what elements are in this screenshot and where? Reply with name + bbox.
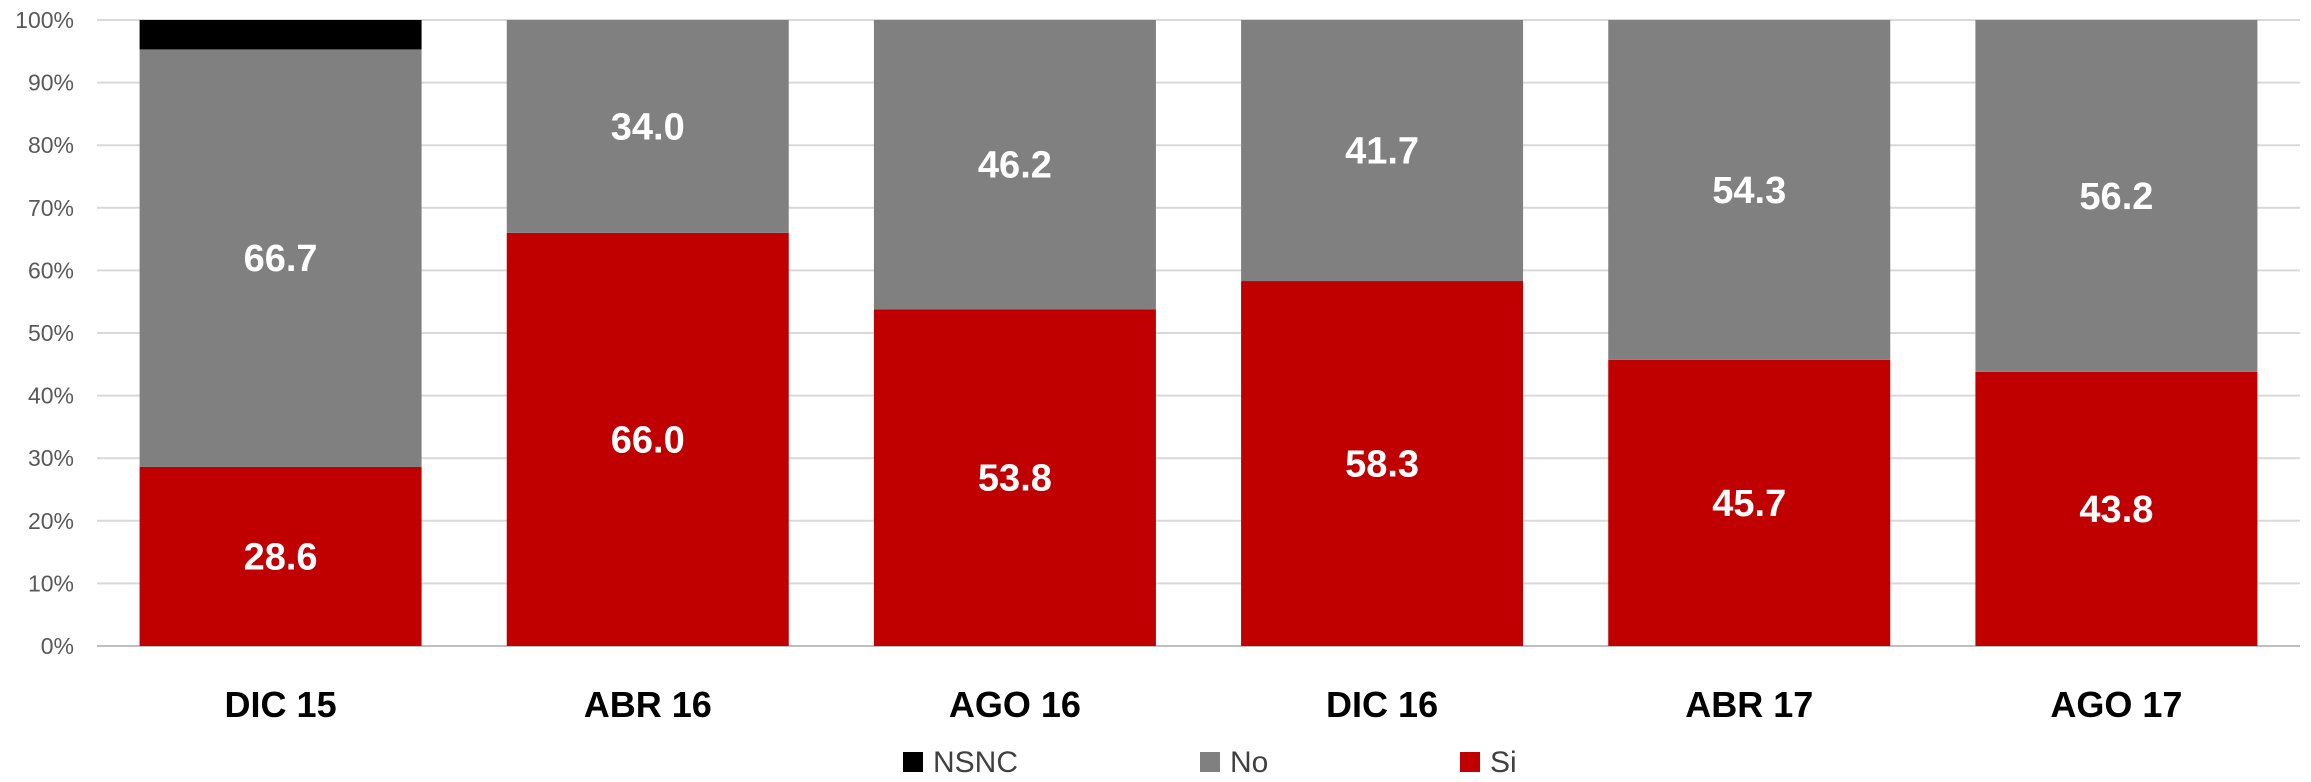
legend-label-no: No: [1230, 746, 1268, 777]
y-axis-ticks: 0% 10% 20% 30% 40% 50% 60% 70% 80% 90% 100%: [15, 7, 74, 659]
data-label: 34.0: [611, 106, 685, 148]
bar-segment-si: [1241, 281, 1524, 646]
y-tick-label: 100%: [15, 7, 74, 33]
legend-label-nsnc: NSNC: [933, 746, 1018, 777]
y-tick-label: 90%: [28, 70, 74, 96]
y-tick-label: 0%: [41, 633, 74, 659]
x-category-label: AGO 17: [2050, 684, 2182, 725]
y-tick-label: 30%: [28, 445, 74, 471]
data-label: 58.3: [1345, 444, 1419, 486]
data-label: 53.8: [978, 458, 1052, 500]
bars: [139, 20, 2258, 646]
bar-segment-no: [1975, 20, 2258, 372]
legend-swatch-nsnc: [903, 752, 923, 772]
bar-segment-nsnc: [139, 20, 422, 50]
bar-segment-no: [873, 20, 1156, 310]
legend-swatch-no: [1200, 752, 1220, 772]
data-label: 46.2: [978, 145, 1052, 187]
y-tick-label: 80%: [28, 132, 74, 158]
data-label: 66.0: [611, 419, 685, 461]
x-axis-categories: DIC 15 ABR 16 AGO 16 DIC 16 ABR 17 AGO 17: [225, 684, 2183, 725]
x-category-label: DIC 16: [1326, 684, 1438, 725]
bar-segment-si: [506, 232, 789, 646]
data-label: 54.3: [1712, 170, 1786, 212]
y-tick-label: 40%: [28, 383, 74, 409]
y-tick-label: 20%: [28, 508, 74, 534]
data-labels: 28.6 66.7 66.0 34.0 53.8 46.2 58.3 41.7 45.7 54.3…: [244, 106, 2154, 578]
bar-segment-no: [1241, 20, 1524, 282]
x-category-label: ABR 17: [1685, 684, 1813, 725]
bar-segment-si: [873, 309, 1156, 646]
y-tick-label: 10%: [28, 570, 74, 596]
bar-segment-no: [1608, 20, 1891, 360]
legend-label-si: Si: [1490, 746, 1517, 777]
legend: NSNC No Si: [903, 746, 1517, 779]
data-label: 45.7: [1712, 483, 1786, 525]
gridlines: [97, 19, 2300, 647]
data-label: 28.6: [244, 536, 318, 578]
bar-segment-si: [1975, 371, 2258, 646]
legend-swatch-si: [1460, 752, 1480, 772]
data-label: 66.7: [244, 238, 318, 280]
x-category-label: DIC 15: [225, 684, 337, 725]
x-category-label: AGO 16: [949, 684, 1081, 725]
x-category-label: ABR 16: [584, 684, 712, 725]
bar-segment-no: [506, 20, 789, 233]
y-tick-label: 50%: [28, 320, 74, 346]
bar-segment-si: [139, 466, 422, 646]
bar-segment-no: [139, 49, 422, 467]
data-label: 43.8: [2079, 489, 2153, 531]
data-label: 41.7: [1345, 131, 1419, 173]
y-tick-label: 70%: [28, 195, 74, 221]
y-tick-label: 60%: [28, 257, 74, 283]
data-label: 56.2: [2079, 176, 2153, 218]
bar-segment-si: [1608, 359, 1891, 646]
